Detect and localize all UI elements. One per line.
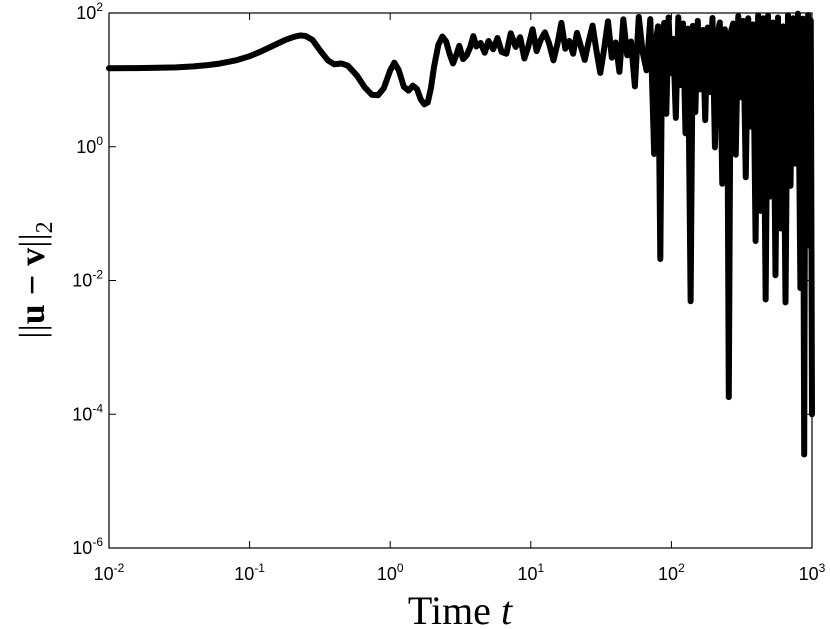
x-tick-label: 10-1 — [234, 561, 265, 584]
y-axis-label-vector: u − v — [12, 248, 52, 325]
y-tick-exponent: 2 — [96, 0, 103, 14]
y-tick-label: 10-6 — [72, 535, 103, 558]
y-tick-label: 102 — [76, 0, 103, 23]
y-tick-base: 10 — [76, 3, 96, 23]
y-axis-label-norm-close: || — [12, 233, 52, 247]
x-tick-label: 100 — [377, 561, 404, 584]
x-tick-label: 102 — [658, 561, 685, 584]
x-tick-base: 10 — [517, 564, 537, 584]
y-tick-label: 10-4 — [72, 401, 103, 424]
y-tick-exponent: 0 — [96, 134, 103, 148]
x-tick-label: 103 — [799, 561, 826, 584]
y-tick-base: 10 — [72, 404, 92, 424]
y-tick-label: 10-2 — [72, 268, 103, 291]
series-line — [106, 10, 815, 458]
x-tick-exponent: -1 — [254, 561, 265, 575]
x-tick-label: 101 — [517, 561, 544, 584]
x-tick-base: 10 — [377, 564, 397, 584]
y-tick-exponent: -6 — [92, 535, 103, 549]
y-tick-base: 10 — [72, 271, 92, 291]
y-axis-label: ||u − v||2 — [12, 221, 58, 338]
x-axis-ticks: 10-2 10-1 100 101 102 103 — [94, 13, 826, 584]
y-tick-exponent: -2 — [92, 268, 103, 282]
y-axis-label-subscript: 2 — [32, 221, 58, 233]
x-axis-label-text: Time — [408, 588, 501, 629]
x-tick-label: 10-2 — [94, 561, 125, 584]
x-tick-exponent: 3 — [819, 561, 826, 575]
x-tick-exponent: -2 — [114, 561, 125, 575]
y-tick-exponent: -4 — [92, 401, 103, 415]
y-tick-label: 100 — [76, 134, 103, 157]
y-tick-base: 10 — [76, 137, 96, 157]
series-layer — [106, 10, 815, 458]
x-axis-label-variable: t — [501, 588, 513, 629]
x-tick-base: 10 — [94, 564, 114, 584]
x-tick-exponent: 1 — [537, 561, 544, 575]
y-axis-label-norm-open: || — [12, 324, 52, 338]
x-tick-base: 10 — [234, 564, 254, 584]
x-tick-base: 10 — [799, 564, 819, 584]
x-tick-exponent: 2 — [678, 561, 685, 575]
x-tick-base: 10 — [658, 564, 678, 584]
x-tick-exponent: 0 — [397, 561, 404, 575]
y-tick-base: 10 — [72, 538, 92, 558]
x-axis-label: Time t — [408, 588, 513, 629]
